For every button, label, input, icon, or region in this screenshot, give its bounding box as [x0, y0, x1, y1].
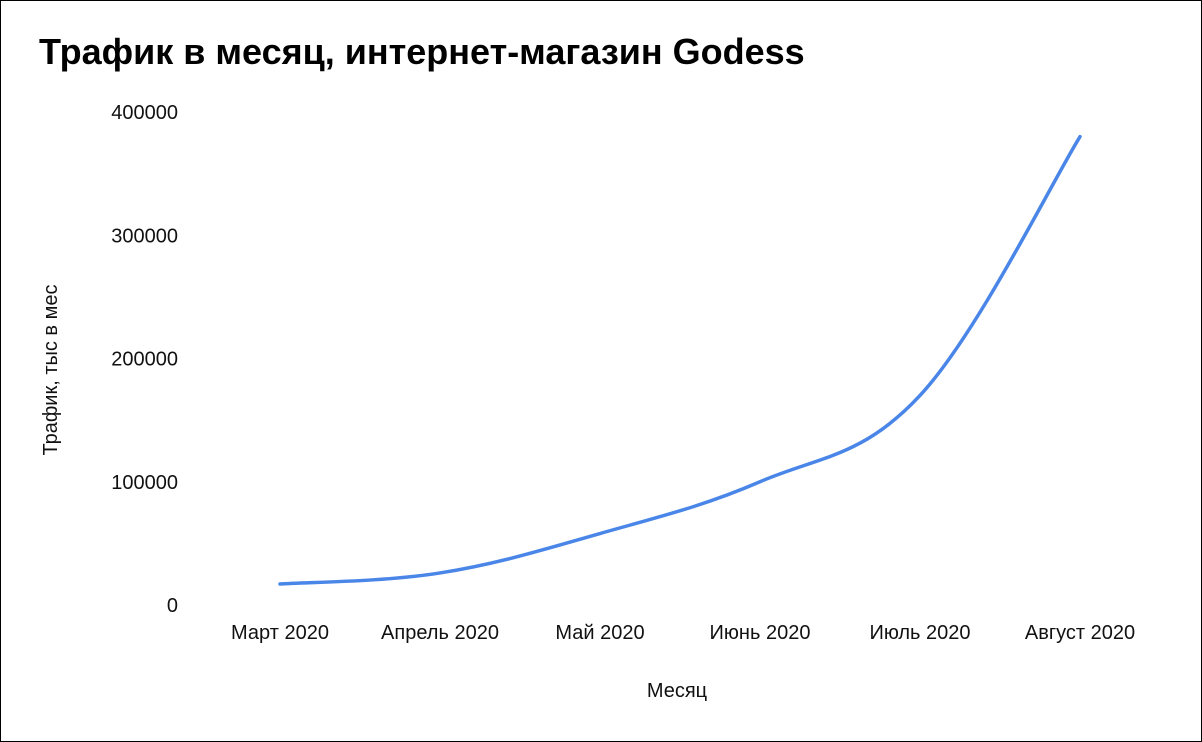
y-tick-label: 100000 — [111, 472, 178, 494]
chart-title: Трафик в месяц, интернет-магазин Godess — [39, 31, 805, 72]
y-tick-label: 0 — [167, 595, 178, 617]
y-tick-label: 400000 — [111, 102, 178, 124]
y-tick-label: 200000 — [111, 349, 178, 371]
series-line — [278, 134, 1082, 586]
y-tick-label: 300000 — [111, 225, 178, 247]
x-tick-label: Июнь 2020 — [710, 622, 811, 644]
x-axis-ticks: Март 2020 Апрель 2020 Май 2020 Июнь 2020 Июл… — [231, 622, 1135, 644]
x-tick-label: Июль 2020 — [869, 622, 970, 644]
x-tick-label: Май 2020 — [555, 622, 644, 644]
x-tick-label: Апрель 2020 — [381, 622, 499, 644]
y-axis-title: Трафик, тыс в мес — [40, 285, 62, 456]
x-axis-title: Месяц — [647, 680, 707, 702]
x-tick-label: Март 2020 — [231, 622, 329, 644]
x-tick-label: Август 2020 — [1025, 622, 1135, 644]
y-axis-ticks: 0 100000 200000 300000 400000 — [111, 102, 178, 617]
